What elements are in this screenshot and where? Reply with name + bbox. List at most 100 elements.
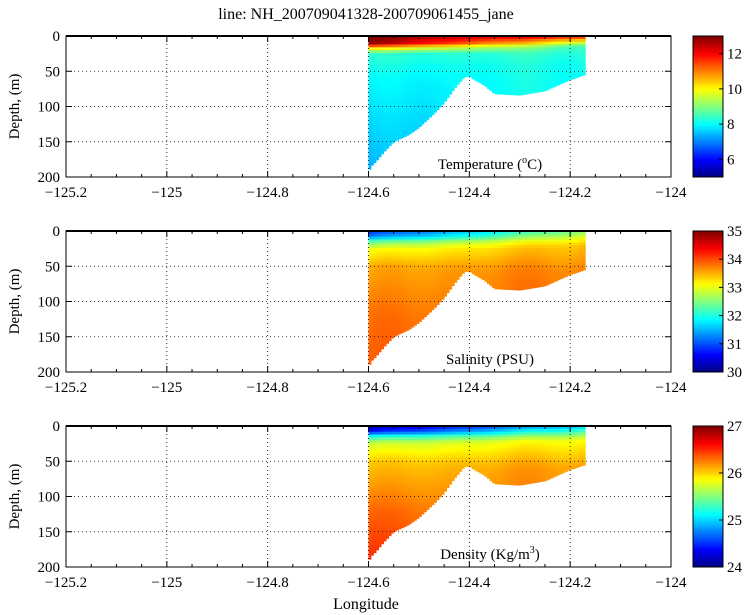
data-cell (413, 315, 417, 319)
data-cell (368, 476, 372, 480)
data-cell (378, 448, 382, 452)
data-cell (494, 267, 498, 271)
data-cell (381, 259, 385, 263)
data-cell (547, 276, 551, 280)
data-cell (386, 295, 390, 300)
data-cell (426, 69, 430, 74)
data-cell (481, 58, 485, 62)
data-cell (519, 250, 523, 254)
data-cell (572, 64, 576, 68)
data-cell (406, 123, 410, 127)
data-cell (408, 312, 412, 316)
data-cell (418, 231, 422, 235)
data-cell (514, 83, 518, 88)
data-cell (391, 242, 395, 246)
colorbar-segment (693, 137, 723, 141)
data-cell (388, 83, 392, 88)
data-cell (527, 89, 531, 93)
data-cell (378, 516, 382, 520)
data-cell (401, 106, 405, 110)
data-cell (421, 233, 425, 238)
data-cell (408, 247, 412, 252)
data-cell (368, 109, 372, 113)
data-cell (376, 544, 379, 548)
data-cell (393, 134, 397, 138)
colorbar-segment (693, 347, 723, 351)
data-cell (464, 253, 468, 257)
data-cell (555, 273, 558, 277)
data-cell (449, 270, 453, 274)
data-cell (446, 92, 450, 96)
colorbar-segment (693, 314, 723, 318)
data-cell (421, 318, 425, 320)
data-cell (502, 58, 506, 62)
data-cell (376, 434, 379, 438)
data-cell (479, 270, 483, 274)
data-cell (542, 69, 546, 74)
data-cell (403, 75, 407, 79)
data-cell (557, 270, 561, 274)
data-cell (441, 253, 445, 257)
data-cell (492, 259, 495, 263)
data-cell (514, 273, 518, 277)
y-tick-label: 50 (45, 259, 60, 275)
data-cell (439, 69, 442, 74)
data-cell (411, 78, 415, 82)
data-cell (497, 86, 500, 90)
data-cell (484, 250, 488, 254)
data-cell (474, 47, 478, 51)
data-cell (489, 89, 493, 92)
data-cell (449, 86, 453, 90)
data-cell (378, 129, 382, 133)
data-cell (524, 55, 528, 59)
data-cell (381, 307, 385, 311)
data-cell (537, 233, 541, 238)
data-cell (429, 247, 432, 252)
data-cell (436, 233, 440, 238)
data-cell (381, 256, 385, 260)
data-cell (368, 507, 372, 511)
data-cell (426, 276, 430, 280)
data-cell (444, 236, 448, 240)
data-cell (481, 47, 485, 51)
data-cell (403, 64, 407, 68)
data-cell (451, 86, 455, 90)
data-cell (519, 262, 523, 266)
data-cell (371, 530, 374, 534)
data-cell (434, 233, 437, 238)
data-cell (456, 61, 460, 65)
data-cell (484, 267, 488, 271)
data-cell (378, 83, 382, 88)
data-cell (373, 126, 377, 130)
data-cell (388, 287, 392, 291)
data-cell (534, 242, 538, 246)
data-cell (376, 112, 379, 116)
data-cell (416, 75, 420, 79)
data-cell (542, 81, 546, 85)
data-cell (489, 44, 493, 48)
data-cell (509, 89, 513, 93)
data-cell (544, 233, 548, 238)
data-cell (567, 52, 571, 57)
data-cell (411, 264, 415, 269)
data-cell (411, 126, 415, 130)
data-cell (522, 259, 526, 263)
data-cell (408, 36, 412, 40)
data-cell (368, 309, 372, 314)
data-cell (371, 507, 374, 511)
data-cell (406, 64, 410, 68)
data-cell (396, 120, 400, 124)
data-cell (373, 273, 377, 277)
data-cell (388, 426, 392, 430)
data-cell (368, 541, 372, 545)
data-cell (489, 276, 493, 280)
data-cell (396, 86, 400, 90)
data-cell (454, 41, 458, 45)
data-cell (466, 38, 470, 43)
data-cell (386, 264, 390, 269)
data-cell (429, 52, 432, 57)
data-cell (539, 278, 543, 283)
data-cell (386, 259, 390, 263)
data-cell (383, 106, 387, 110)
data-cell (383, 519, 387, 523)
